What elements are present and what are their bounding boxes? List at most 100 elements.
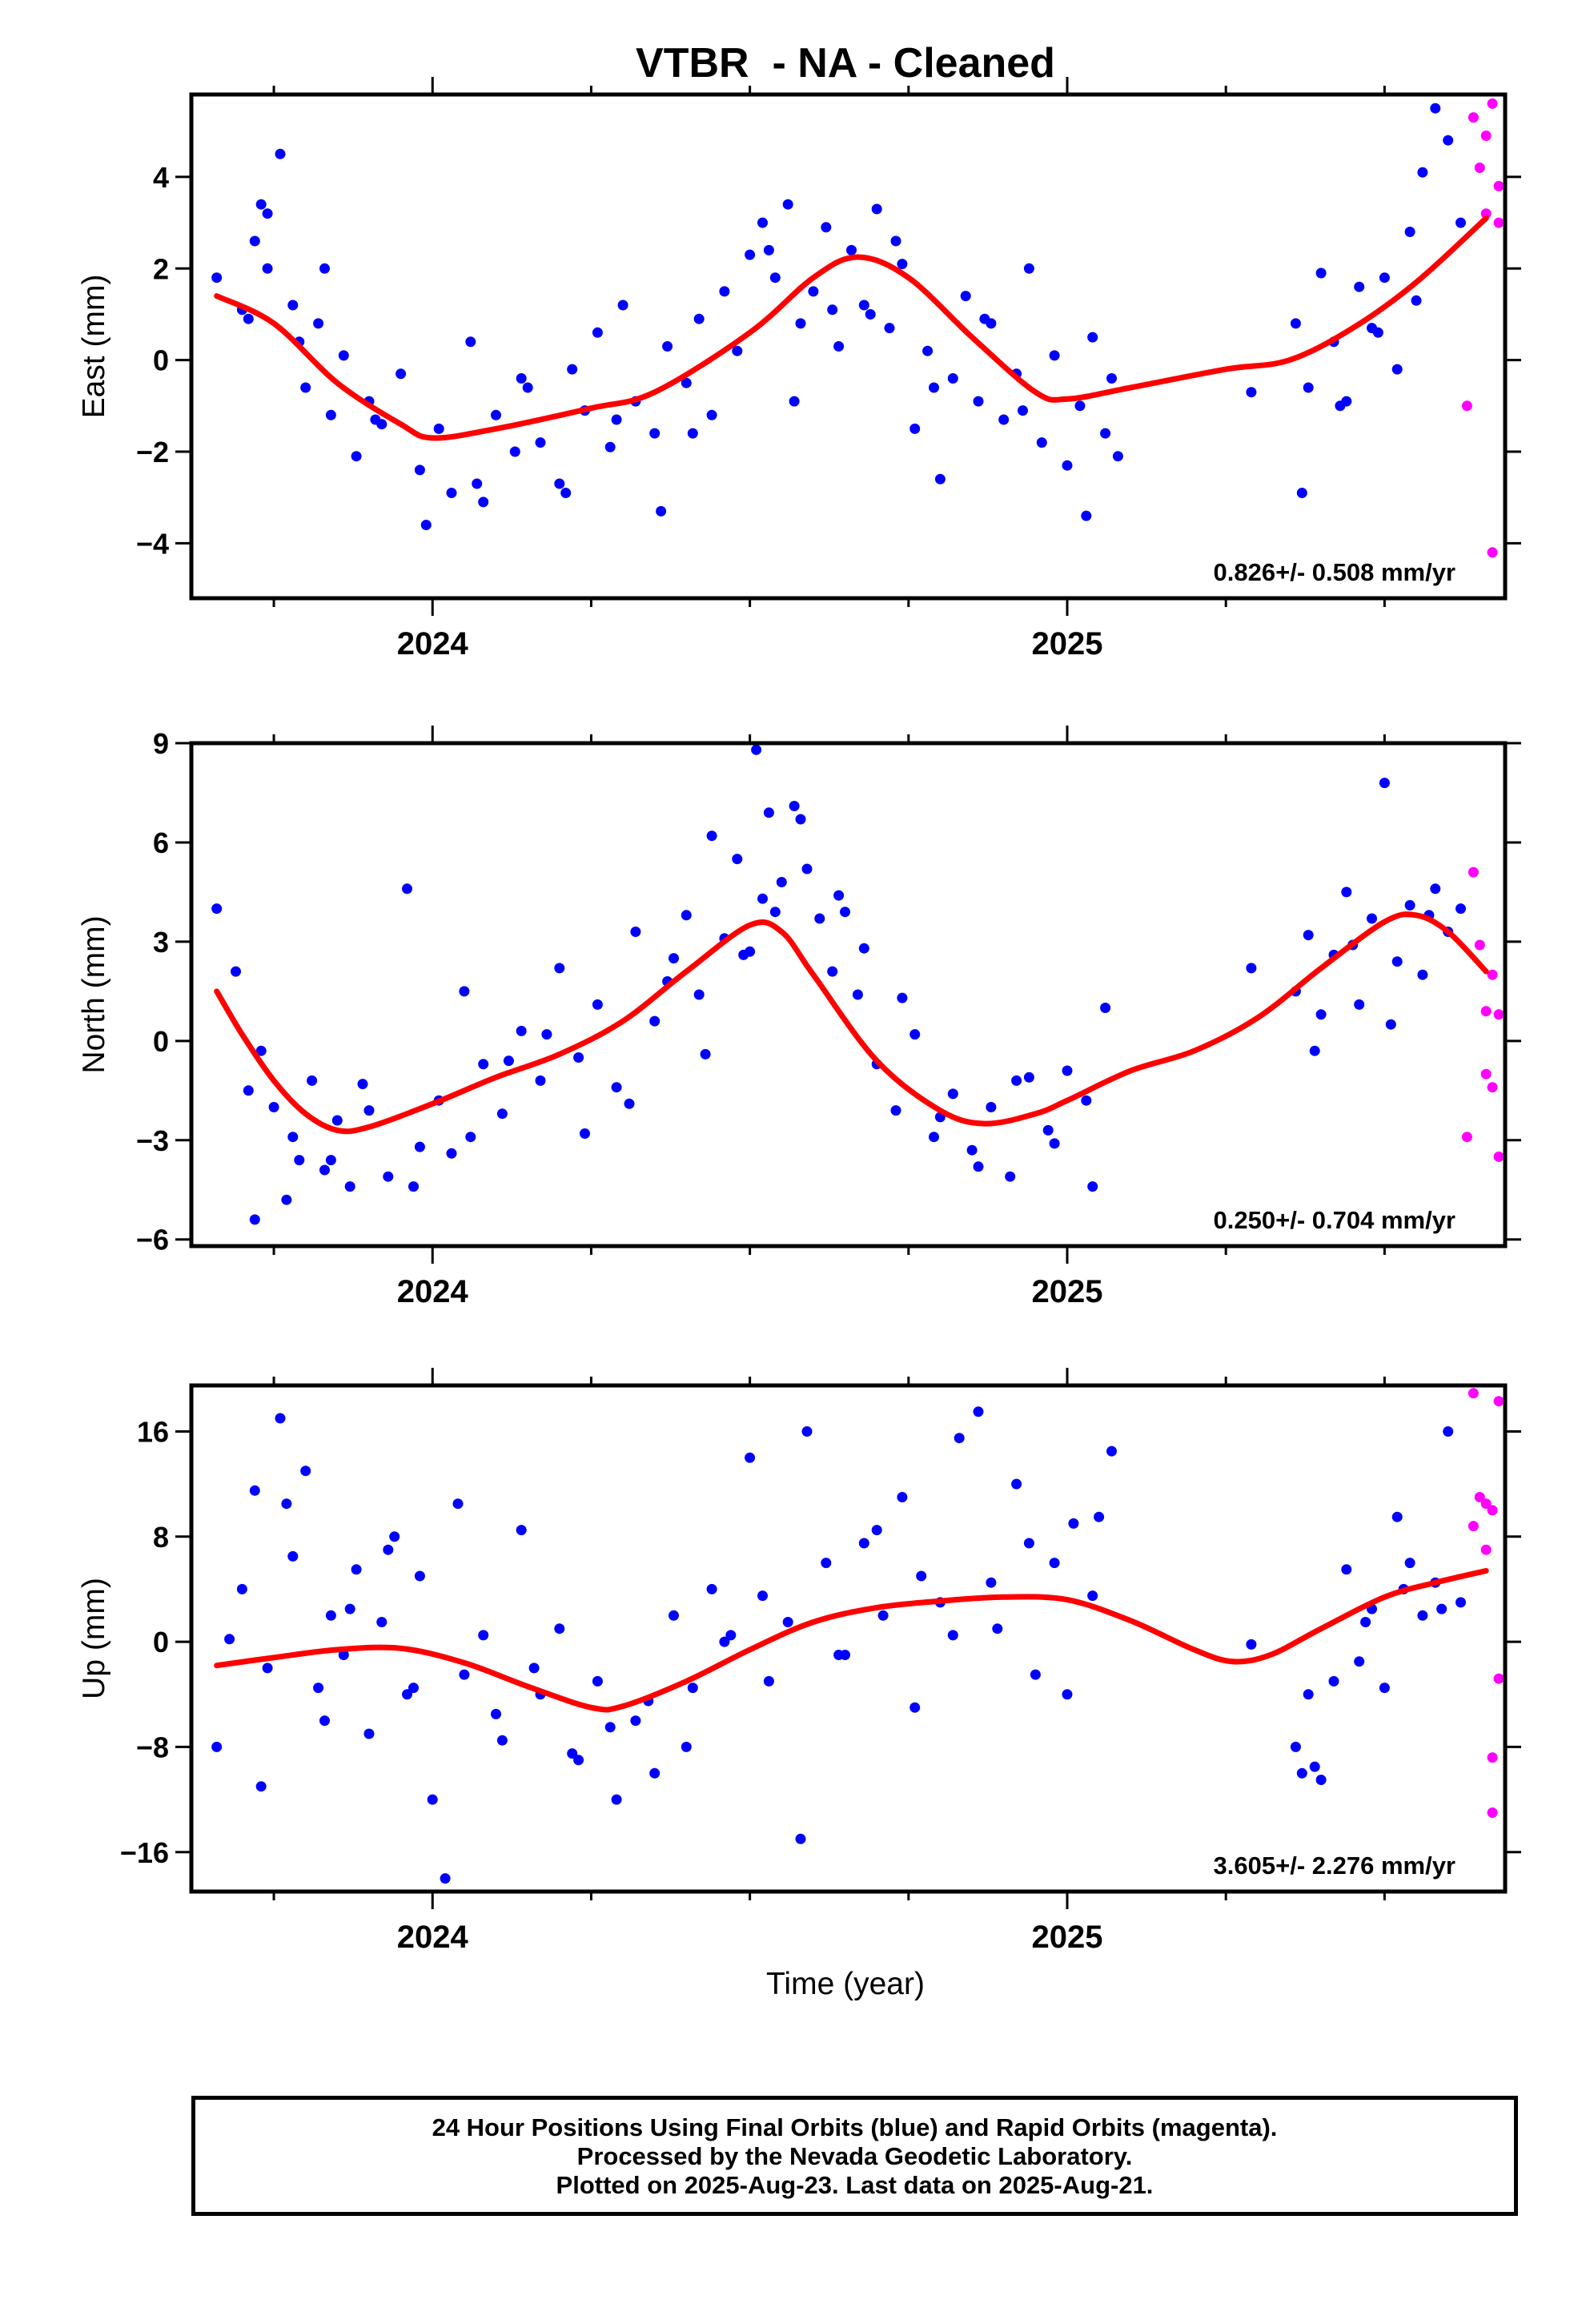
- up-rapid-point: [1487, 1807, 1498, 1818]
- north-rapid-point: [1487, 1082, 1498, 1093]
- up-rapid-point: [1493, 1673, 1504, 1684]
- x-axis-label: Time (year): [766, 1967, 925, 2001]
- up-final-point: [725, 1630, 737, 1641]
- north-rapid-point: [1468, 866, 1479, 878]
- up-final-point: [459, 1669, 470, 1680]
- up-final-point: [275, 1413, 286, 1424]
- north-final-point: [789, 801, 800, 811]
- up-rapid-point: [1487, 1752, 1498, 1763]
- north-final-point: [986, 1102, 997, 1112]
- footer-line-1: 24 Hour Positions Using Final Orbits (bl…: [432, 2113, 1278, 2141]
- north-final-point: [459, 986, 470, 997]
- north-final-point: [402, 883, 412, 895]
- north-final-point: [1023, 1072, 1034, 1083]
- east-final-point: [351, 451, 362, 462]
- up-final-point: [478, 1630, 489, 1641]
- north-final-point: [357, 1079, 368, 1090]
- up-final-point: [427, 1794, 438, 1805]
- east-rate-label: 0.826+/- 0.508 mm/yr: [1214, 558, 1456, 586]
- up-final-point: [1315, 1775, 1327, 1785]
- east-final-point: [897, 259, 908, 270]
- north-final-point: [649, 1015, 661, 1027]
- up-final-point: [236, 1583, 247, 1594]
- east-rapid-point: [1487, 547, 1498, 558]
- up-final-point: [1391, 1511, 1403, 1522]
- up-rapid-point: [1468, 1388, 1479, 1399]
- up-rapid-point: [1474, 1492, 1485, 1502]
- east-rapid-point: [1487, 98, 1498, 109]
- north-final-point: [243, 1085, 254, 1096]
- east-final-point: [769, 272, 781, 283]
- north-final-point: [757, 893, 768, 904]
- north-final-point: [769, 907, 781, 918]
- up-y-tick-label: 16: [137, 1415, 169, 1448]
- up-final-point: [1094, 1511, 1105, 1522]
- panel-east: 2024 2025 −4 −2 0 2 4 East (mm) 0.826+/- 0.508 m…: [77, 77, 1521, 661]
- north-final-point: [751, 744, 762, 755]
- up-final-point: [795, 1833, 806, 1844]
- up-final-point: [986, 1577, 997, 1588]
- east-final-point: [858, 300, 869, 311]
- up-final-point: [325, 1610, 336, 1621]
- east-final-point: [370, 414, 381, 425]
- north-final-point: [732, 854, 743, 865]
- up-final-point: [1341, 1564, 1352, 1575]
- east-final-points: [211, 103, 1466, 530]
- up-rapid-point: [1480, 1544, 1492, 1555]
- north-final-point: [1246, 963, 1257, 974]
- up-final-point: [992, 1623, 1003, 1634]
- east-final-point: [1087, 332, 1098, 343]
- north-final-point: [231, 966, 241, 977]
- east-final-point: [789, 396, 800, 407]
- north-y-axis-label: North (mm): [77, 915, 111, 1073]
- up-final-point: [592, 1675, 603, 1687]
- up-final-point: [1303, 1689, 1314, 1700]
- east-final-point: [1296, 488, 1307, 498]
- up-final-point: [1087, 1590, 1098, 1602]
- east-final-point: [1018, 405, 1028, 416]
- up-final-point: [287, 1550, 299, 1562]
- east-final-point: [211, 272, 223, 283]
- north-final-point: [624, 1098, 635, 1109]
- north-final-point: [319, 1164, 330, 1176]
- north-final-point: [1354, 999, 1365, 1010]
- north-final-point: [890, 1105, 901, 1116]
- north-rapid-point: [1487, 969, 1498, 980]
- north-final-point: [795, 814, 806, 825]
- up-final-point: [408, 1683, 419, 1694]
- east-final-point: [1417, 167, 1428, 178]
- up-final-point: [383, 1544, 394, 1555]
- up-final-point: [833, 1650, 845, 1660]
- east-rapid-point: [1480, 131, 1492, 141]
- east-final-point: [757, 217, 768, 228]
- east-final-point: [827, 304, 838, 316]
- north-final-point: [693, 989, 705, 1000]
- north-final-point: [909, 1029, 921, 1040]
- east-final-point: [1372, 327, 1383, 338]
- north-final-point: [408, 1181, 419, 1192]
- east-final-point: [478, 497, 489, 508]
- up-final-point: [782, 1617, 793, 1627]
- east-final-point: [617, 300, 628, 311]
- east-rapid-points: [1461, 98, 1504, 558]
- east-final-point: [833, 341, 845, 352]
- up-final-point: [1354, 1656, 1365, 1667]
- up-final-point: [916, 1570, 927, 1582]
- north-final-point: [554, 963, 565, 974]
- north-final-point: [630, 927, 641, 937]
- up-y-tick-label: −8: [136, 1731, 169, 1763]
- east-final-point: [745, 249, 756, 260]
- north-final-point: [325, 1155, 336, 1166]
- up-final-point: [300, 1466, 311, 1477]
- up-final-point: [821, 1558, 832, 1569]
- north-final-point: [776, 877, 787, 887]
- up-final-point: [414, 1570, 425, 1582]
- east-final-point: [446, 488, 457, 498]
- up-final-point: [255, 1781, 267, 1792]
- up-final-point: [877, 1610, 889, 1621]
- up-final-point: [973, 1406, 984, 1417]
- up-final-point: [1068, 1518, 1079, 1529]
- north-final-point: [1385, 1019, 1396, 1030]
- north-final-point: [503, 1055, 514, 1067]
- north-final-point: [344, 1181, 355, 1192]
